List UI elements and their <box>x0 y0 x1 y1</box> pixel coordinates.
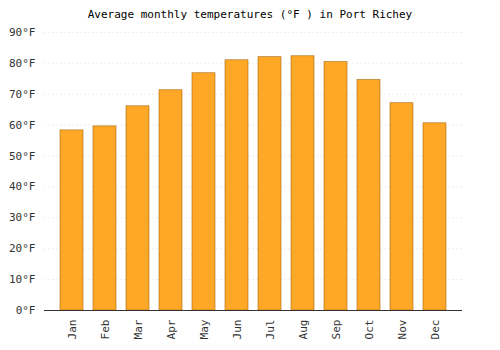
svg-text:Feb: Feb <box>99 320 112 340</box>
svg-text:90°F: 90°F <box>9 27 36 39</box>
svg-text:70°F: 70°F <box>9 88 36 101</box>
svg-text:20°F: 20°F <box>9 242 36 255</box>
svg-text:Apr: Apr <box>165 319 178 339</box>
svg-text:Aug: Aug <box>297 320 310 340</box>
svg-text:Jun: Jun <box>231 320 244 340</box>
svg-text:50°F: 50°F <box>9 150 36 163</box>
svg-text:Mar: Mar <box>132 319 145 339</box>
svg-text:80°F: 80°F <box>9 57 36 70</box>
svg-text:Oct: Oct <box>363 320 376 340</box>
svg-text:Jan: Jan <box>66 320 79 340</box>
svg-text:Sep: Sep <box>330 320 343 340</box>
svg-text:Nov: Nov <box>396 319 409 339</box>
svg-text:May: May <box>198 319 211 339</box>
svg-text:60°F: 60°F <box>9 119 36 132</box>
svg-text:40°F: 40°F <box>9 180 36 193</box>
svg-text:0°F: 0°F <box>16 304 36 317</box>
html-text:Average monthly temperatures (: Average monthly temperatures (°F ) in Po… <box>87 8 413 21</box>
svg-text:30°F: 30°F <box>9 211 36 224</box>
svg-text:Jul: Jul <box>264 320 277 340</box>
svg-text:10°F: 10°F <box>9 273 36 286</box>
svg-text:Dec: Dec <box>429 320 442 340</box>
